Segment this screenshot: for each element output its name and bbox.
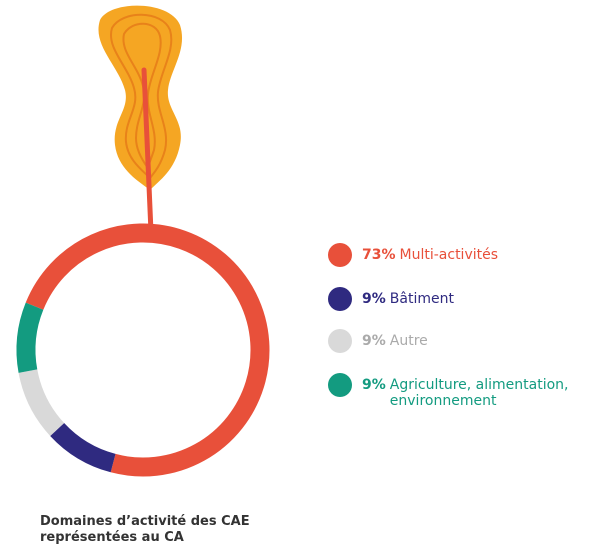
legend-item: 9% Autre bbox=[328, 329, 590, 353]
donut-segment bbox=[16, 302, 44, 373]
legend-item: 73% Multi-activités bbox=[328, 243, 600, 267]
legend-swatch bbox=[328, 373, 352, 397]
legend-label: Multi-activités bbox=[399, 247, 499, 263]
chart-title: Domaines d’activité des CAE représentées… bbox=[40, 514, 250, 545]
legend-value: 9% bbox=[362, 333, 386, 349]
donut-segment bbox=[18, 369, 65, 436]
legend-item: 9% Agriculture, alimentation, environneme… bbox=[328, 373, 590, 409]
legend-item: 9% Bâtiment bbox=[328, 287, 590, 311]
legend-value: 9% bbox=[362, 377, 386, 393]
legend-swatch bbox=[328, 287, 352, 311]
legend-swatch bbox=[328, 243, 352, 267]
donut-segment bbox=[50, 422, 116, 473]
legend-value: 73% bbox=[362, 247, 396, 263]
decoration bbox=[98, 5, 183, 235]
donut-segment bbox=[25, 223, 270, 477]
legend-label: Autre bbox=[389, 333, 428, 349]
legend-swatch bbox=[328, 329, 352, 353]
legend-value: 9% bbox=[362, 291, 386, 307]
legend-label: Agriculture, alimentation, environnement bbox=[389, 377, 569, 409]
legend-label: Bâtiment bbox=[389, 291, 454, 307]
